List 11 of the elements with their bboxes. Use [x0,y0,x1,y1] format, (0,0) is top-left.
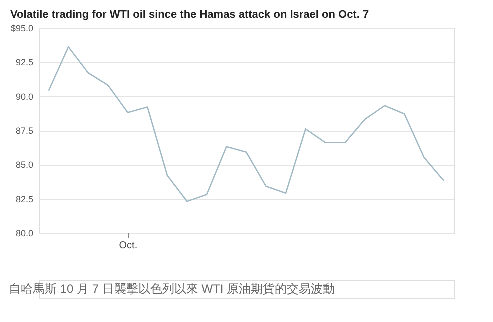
y-tick-label: 80.0 [16,228,34,238]
y-tick-label: 92.5 [16,58,34,68]
y-tick-label: 82.5 [16,194,34,204]
y-tick-label: $95.0 [10,24,34,34]
y-tick-label: 90.0 [16,92,34,102]
y-tick-label: 85.0 [16,160,34,170]
y-tick-label: 87.5 [16,126,34,136]
chart-title: Volatile trading for WTI oil since the Hamas attack on Israel on Oct. 7 [10,9,370,21]
line-series [48,46,445,202]
text: 自哈馬斯 10 月 7 日襲擊以色列以來 WTI 原油期貨的交易波動 [9,282,336,296]
x-tick-label: Oct. [119,240,138,252]
